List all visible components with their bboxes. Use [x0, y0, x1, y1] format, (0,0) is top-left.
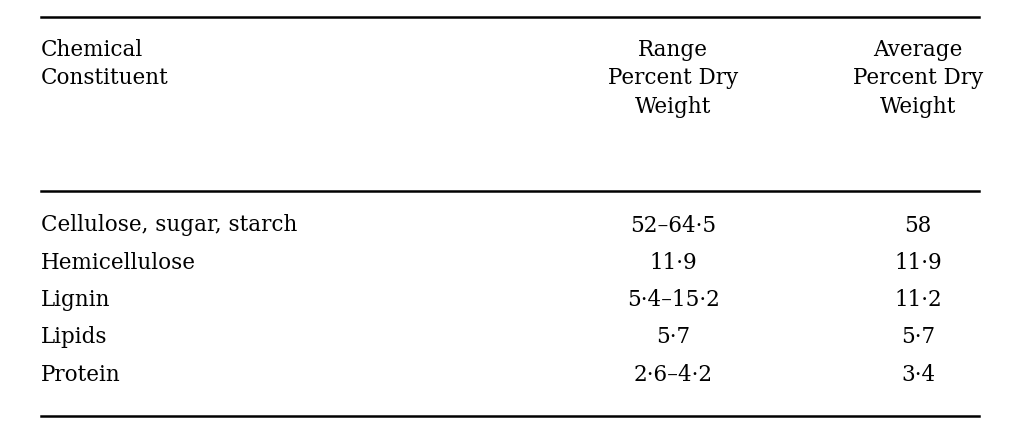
Text: Lignin: Lignin — [41, 289, 110, 311]
Text: 11·2: 11·2 — [894, 289, 941, 311]
Text: Average
Percent Dry
Weight: Average Percent Dry Weight — [852, 39, 982, 118]
Text: Protein: Protein — [41, 364, 120, 386]
Text: Range
Percent Dry
Weight: Range Percent Dry Weight — [607, 39, 738, 118]
Text: 3·4: 3·4 — [900, 364, 934, 386]
Text: 5·4–15·2: 5·4–15·2 — [626, 289, 719, 311]
Text: 5·7: 5·7 — [655, 326, 690, 348]
Text: Chemical
Constituent: Chemical Constituent — [41, 39, 168, 89]
Text: 58: 58 — [904, 214, 930, 236]
Text: Cellulose, sugar, starch: Cellulose, sugar, starch — [41, 214, 297, 236]
Text: 2·6–4·2: 2·6–4·2 — [633, 364, 712, 386]
Text: 5·7: 5·7 — [900, 326, 934, 348]
Text: 11·9: 11·9 — [894, 252, 941, 274]
Text: Hemicellulose: Hemicellulose — [41, 252, 196, 274]
Text: Lipids: Lipids — [41, 326, 107, 348]
Text: 52–64·5: 52–64·5 — [630, 214, 715, 236]
Text: 11·9: 11·9 — [649, 252, 696, 274]
